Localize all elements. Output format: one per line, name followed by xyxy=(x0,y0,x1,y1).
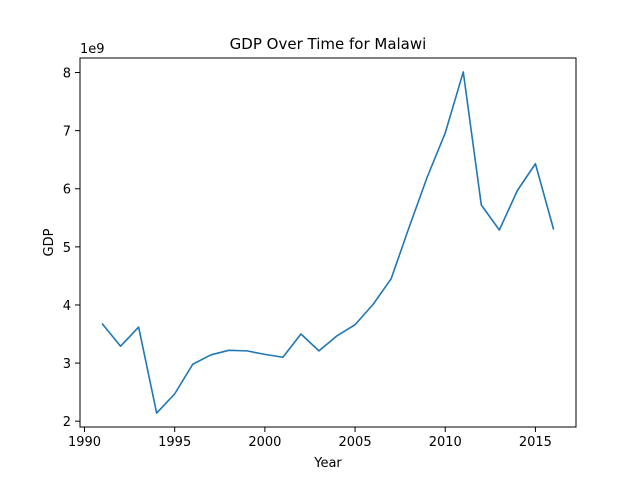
x-tick-label: 2015 xyxy=(519,435,552,450)
y-tick-label: 5 xyxy=(63,241,71,256)
x-tick-label: 2000 xyxy=(248,435,281,450)
y-tick-label: 3 xyxy=(63,357,71,372)
y-tick-label: 8 xyxy=(63,67,71,82)
x-tick-label: 2005 xyxy=(339,435,372,450)
y-tick-label: 2 xyxy=(63,415,71,430)
x-tick-label: 1995 xyxy=(158,435,191,450)
axis-ticks: 1990 1995 2000 2005 2010 2015 2 3 4 5 6 7 8 xyxy=(63,67,552,450)
x-tick-label: 2010 xyxy=(429,435,462,450)
chart-title: GDP Over Time for Malawi xyxy=(230,35,427,53)
y-axis-label: GDP xyxy=(42,228,57,256)
x-tick-label: 1990 xyxy=(68,435,101,450)
y-tick-label: 4 xyxy=(63,299,71,314)
series-lines xyxy=(101,71,555,414)
y-axis-offset-label: 1e9 xyxy=(80,42,105,57)
y-tick-label: 6 xyxy=(63,183,71,198)
gdp-series-line xyxy=(101,71,555,414)
plot-frame xyxy=(79,57,577,428)
y-tick-label: 7 xyxy=(63,125,71,140)
x-axis-label: Year xyxy=(313,456,342,471)
